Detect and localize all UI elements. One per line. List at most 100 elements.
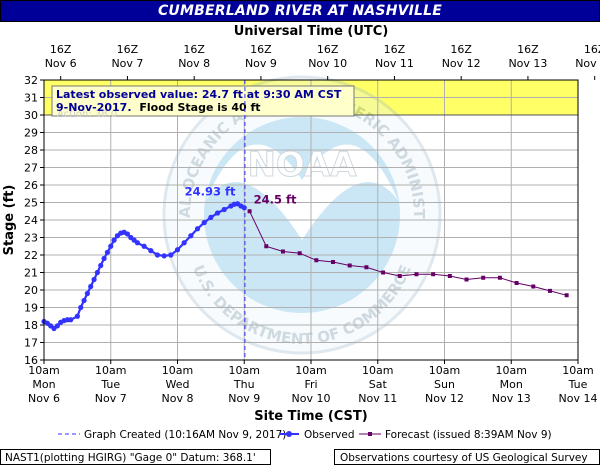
y-tick-label: 28: [24, 144, 38, 157]
info-date: 9-Nov-2017.: [56, 101, 132, 114]
footer-datum: NAST1(plotting HGIRG) "Gage 0" Datum: 36…: [5, 452, 256, 464]
observed-point: [78, 304, 84, 311]
bottom-tick-label: 10am: [28, 364, 59, 377]
observed-point: [84, 290, 90, 297]
top-tick-label: Nov 10: [308, 57, 347, 70]
forecast-line: [249, 211, 567, 296]
y-tick-label: 17: [24, 337, 38, 350]
info-line-2: 9-Nov-2017. Flood Stage is 40 ft: [56, 101, 261, 114]
forecast-point: [314, 258, 319, 263]
top-tick-label: 16Z: [584, 43, 600, 56]
bottom-tick-label: 10am: [95, 364, 126, 377]
bottom-tick-label: 10am: [295, 364, 326, 377]
info-flood-stage: Flood Stage is 40 ft: [139, 101, 260, 114]
latest-value-box: Action: 38.0 Latest observed value: 24.7…: [51, 85, 355, 120]
forecast-point: [347, 263, 352, 268]
y-tick-label: 32: [24, 74, 38, 87]
y-tick-label: 22: [24, 249, 38, 262]
y-tick-label: 16: [24, 354, 38, 367]
observed-point: [68, 317, 74, 323]
bottom-tick-label: 10am: [162, 364, 193, 377]
y-axis-ticks: 16 17 18 19 20 21 22 23 24 25 26 27 28 29 30 31 32: [24, 74, 44, 367]
top-tick-label: 16Z: [183, 43, 205, 56]
bottom-tick-label: Nov 11: [358, 392, 397, 405]
bottom-tick-label: Mon: [500, 378, 523, 391]
y-tick-label: 20: [24, 284, 38, 297]
forecast-point: [397, 274, 402, 278]
observed-point: [134, 240, 141, 246]
bottom-tick-label: Mon: [32, 378, 55, 391]
observed-point: [94, 269, 100, 276]
bottom-tick-label: Nov 10: [292, 392, 331, 405]
forecast-point: [531, 284, 536, 289]
bottom-tick-label: Nov 13: [492, 392, 531, 405]
noaa-center-text: NOAA: [247, 145, 357, 185]
observed-point: [54, 323, 60, 329]
y-tick-label: 21: [24, 267, 38, 280]
y-tick-label: 26: [24, 179, 38, 192]
top-tick-label: 16Z: [250, 43, 272, 56]
chart-title: CUMBERLAND RIVER AT NASHVILLE: [157, 3, 443, 19]
forecast-point: [547, 288, 552, 293]
observed-peak-label: 24.93 ft: [185, 185, 236, 199]
observed-point: [221, 206, 227, 213]
y-tick-label: 25: [24, 197, 38, 210]
bottom-tick-label: Sat: [369, 378, 388, 391]
observed-point: [108, 243, 114, 249]
observed-point: [74, 313, 80, 319]
top-tick-label: 16Z: [50, 43, 72, 56]
bottom-tick-label: Nov 8: [162, 392, 194, 405]
noaa-gull-icon: [206, 144, 398, 240]
observed-point: [148, 248, 154, 254]
observed-point: [101, 255, 107, 262]
y-tick-label: 30: [24, 109, 38, 122]
observed-point: [174, 247, 181, 253]
bottom-tick-label: Tue: [568, 378, 588, 391]
forecast-point: [497, 275, 502, 280]
forecast-point: [280, 249, 285, 254]
bottom-tick-label: Nov 6: [28, 392, 60, 405]
bottom-tick-label: Nov 9: [228, 392, 260, 405]
observed-point: [168, 252, 174, 258]
bottom-tick-label: Nov 7: [95, 392, 127, 405]
bottom-tick-label: Nov 12: [425, 392, 464, 405]
observed-point: [111, 237, 117, 243]
y-tick-label: 18: [24, 319, 38, 332]
forecast-point: [414, 272, 419, 277]
footer: NAST1(plotting HGIRG) "Gage 0" Datum: 36…: [0, 449, 600, 465]
forecast-point: [364, 265, 369, 270]
forecast-point: [481, 275, 486, 280]
legend-observed-label: Observed: [304, 429, 355, 441]
forecast-point: [297, 251, 302, 256]
top-tick-label: 16Z: [517, 43, 539, 56]
bottom-tick-label: 10am: [362, 364, 393, 377]
observed-point: [208, 214, 214, 220]
forecast-point: [447, 274, 452, 278]
y-tick-label: 27: [24, 162, 38, 175]
observed-point: [104, 249, 111, 255]
top-axis-title: Universal Time (UTC): [234, 24, 389, 39]
forecast-point: [431, 272, 436, 277]
bottom-tick-label: Thu: [233, 378, 255, 391]
observed-point: [141, 243, 147, 249]
legend-forecast-marker: [368, 432, 372, 436]
footer-courtesy: Observations courtesy of US Geological S…: [340, 452, 588, 464]
observed-point: [188, 233, 194, 239]
top-tick-label: Nov 6: [45, 57, 77, 70]
bottom-tick-label: Nov 14: [559, 392, 598, 405]
y-axis-title: Stage (ft): [2, 185, 17, 256]
bottom-tick-label: 10am: [562, 364, 593, 377]
observed-point: [91, 276, 97, 283]
y-tick-label: 24: [24, 214, 38, 227]
forecast-point: [247, 209, 252, 214]
y-tick-label: 29: [24, 127, 38, 140]
legend-created-label: Graph Created (10:16AM Nov 9, 2017): [84, 429, 286, 441]
bottom-axis-title: Site Time (CST): [254, 409, 367, 424]
top-tick-label: Nov 9: [245, 57, 277, 70]
bottom-tick-label: 10am: [496, 364, 527, 377]
observed-point: [88, 283, 94, 290]
observed-point: [154, 252, 161, 258]
bottom-tick-label: Sun: [434, 378, 455, 391]
